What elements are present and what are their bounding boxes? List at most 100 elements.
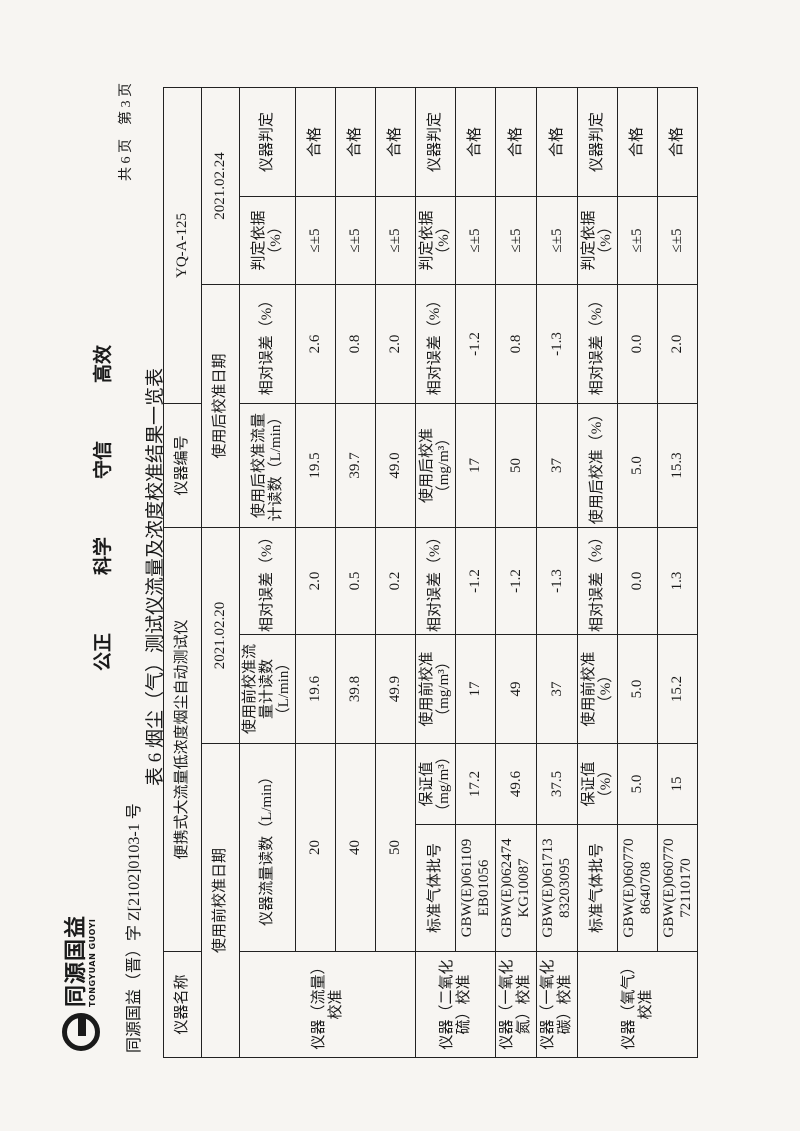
slogan: 公正科学守信高效 — [88, 287, 115, 671]
table-cell: 合格 — [335, 87, 376, 197]
table-row: 20 19.6 2.0 19.5 2.6 ≤±5 合格 — [295, 87, 336, 1057]
table-cell: GBW(E)060770 8640708 — [617, 824, 658, 952]
column-header: 仪器判定 — [239, 87, 296, 197]
logo-cn: 同源国益 — [63, 914, 89, 1007]
table-cell: 15.2 — [657, 634, 698, 744]
table-cell: 37 — [536, 403, 578, 528]
table-cell: 19.6 — [295, 634, 336, 744]
table-row: 仪器（氧气）校准 标准气体批号 保证值（%） 使用前校准（%） 相对误差（%） 使用后校准… — [577, 87, 698, 1058]
instrument-name-label: 仪器名称 — [163, 951, 202, 1058]
table-cell: 0.8 — [495, 284, 537, 404]
logo-en: TONGYUAN GUOYI — [87, 918, 97, 1007]
table-row: 仪器名称 便携式大流量低浓度烟尘自动测试仪 仪器编号 YQ-A-125 — [163, 87, 202, 1058]
table-cell: 1.3 — [657, 527, 698, 635]
table-cell: 37 — [536, 634, 578, 744]
table-row: GBW(E)060770 72110170 15 15.2 1.3 15.3 2.0 ≤±5… — [657, 87, 698, 1057]
post-date: 2021.02.24 — [201, 87, 240, 285]
table-cell: ≤±5 — [295, 196, 336, 285]
table-cell: 17 — [455, 634, 496, 744]
group-label: 仪器（流量）校准 — [239, 951, 416, 1058]
table-row: 仪器（一氧化碳）校准 GBW(E)061713 83203095 37.5 37 -1.… — [536, 87, 578, 1058]
pre-date: 2021.02.20 — [201, 527, 240, 744]
table-cell: -1.3 — [536, 284, 578, 404]
column-header: 相对误差（%） — [577, 284, 618, 404]
table-row: 仪器（二氧化硫）校准 标准气体批号 保证值（mg/m³） 使用前校准（mg/m³） 相对… — [415, 87, 496, 1058]
table-cell: GBW(E)060770 72110170 — [657, 824, 698, 952]
column-header: 判定依据（%） — [239, 196, 296, 285]
table-cell: 0.0 — [617, 284, 658, 404]
slogan-word: 公正 — [92, 632, 114, 671]
table-cell: ≤±5 — [617, 196, 658, 285]
company-logo: 同源国益 TONGYUAN GUOYI — [62, 915, 100, 1051]
table-cell: 40 — [335, 743, 376, 952]
table-row: 40 39.8 0.5 39.7 0.8 ≤±5 合格 — [335, 87, 376, 1057]
instrument-id: YQ-A-125 — [163, 87, 202, 404]
column-header: 判定依据（%） — [577, 196, 618, 285]
page-info: 共 6 页 第 3 页 — [119, 83, 134, 181]
table-row: 仪器（一氧化氮）校准 GBW(E)062474 KG10087 49.6 49 -1.2… — [495, 87, 537, 1058]
post-date-label: 使用后校准日期 — [201, 284, 240, 528]
table-cell: 合格 — [295, 87, 336, 197]
column-header: 仪器判定 — [415, 87, 456, 197]
table-cell: -1.2 — [455, 527, 496, 635]
table-cell: ≤±5 — [335, 196, 376, 285]
table-row: GBW(E)061109 EB01056 17.2 17 -1.2 17 -1.2 ≤±5 合… — [455, 87, 496, 1057]
table-cell: 15 — [657, 743, 698, 825]
column-header: 标准气体批号 — [415, 824, 456, 952]
table-cell: 5.0 — [617, 634, 658, 744]
table-cell: 17 — [455, 403, 496, 528]
column-header: 相对误差（%） — [239, 527, 296, 635]
table-cell: GBW(E)061713 83203095 — [536, 824, 578, 952]
table-cell: 2.0 — [295, 527, 336, 635]
column-header: 使用前校准流量计读数（L/min） — [239, 634, 296, 744]
slogan-word: 高效 — [92, 344, 114, 383]
table-cell: 39.8 — [335, 634, 376, 744]
table-cell: ≤±5 — [455, 196, 496, 285]
table-cell: 0.5 — [335, 527, 376, 635]
table-row: 50 49.9 0.2 49.0 2.0 ≤±5 合格 — [375, 87, 416, 1057]
group-label: 仪器（一氧化碳）校准 — [536, 951, 578, 1058]
calibration-table: 仪器名称 便携式大流量低浓度烟尘自动测试仪 仪器编号 YQ-A-125 使用前校准日期 2… — [163, 87, 698, 1058]
table-cell: 2.0 — [657, 284, 698, 404]
table-cell: 49.9 — [375, 634, 416, 744]
table-cell: 合格 — [495, 87, 537, 197]
table-cell: -1.2 — [455, 284, 496, 404]
table-cell: 39.7 — [335, 403, 376, 528]
table-cell: 合格 — [455, 87, 496, 197]
slogan-word: 守信 — [92, 440, 114, 479]
table-cell: 49.0 — [375, 403, 416, 528]
table-cell: 15.3 — [657, 403, 698, 528]
column-header: 保证值（mg/m³） — [415, 743, 456, 825]
column-header: 使用后校准流量计读数（L/min） — [239, 403, 296, 528]
document-number: 同源国益（晋）字 Z[2102]0103-1 号 — [126, 803, 143, 1053]
table-cell: 合格 — [617, 87, 658, 197]
table-cell: 2.0 — [375, 284, 416, 404]
table-row: 仪器（流量）校准 仪器流量读数（L/min） 使用前校准流量计读数（L/min） 相对… — [239, 87, 416, 1058]
table-row: GBW(E)060770 8640708 5.0 5.0 0.0 5.0 0.0 ≤±5 合格 — [617, 87, 658, 1057]
table-cell: 50 — [495, 403, 537, 528]
column-header: 使用前校准（mg/m³） — [415, 634, 456, 744]
table-cell: 37.5 — [536, 743, 578, 825]
column-header: 相对误差（%） — [415, 284, 456, 404]
table-cell: ≤±5 — [536, 196, 578, 285]
table-cell: GBW(E)062474 KG10087 — [495, 824, 537, 952]
column-header: 使用后校准（%） — [577, 403, 618, 528]
column-header: 相对误差（%） — [415, 527, 456, 635]
column-header: 仪器判定 — [577, 87, 618, 197]
table-cell: 5.0 — [617, 743, 658, 825]
table-row: 使用前校准日期 2021.02.20 使用后校准日期 2021.02.24 — [201, 87, 240, 1058]
table-cell: -1.3 — [536, 527, 578, 635]
instrument-id-label: 仪器编号 — [163, 403, 202, 528]
pre-date-label: 使用前校准日期 — [201, 743, 240, 1058]
table-cell: 合格 — [657, 87, 698, 197]
table-cell: 合格 — [375, 87, 416, 197]
table-cell: -1.2 — [495, 527, 537, 635]
table-cell: ≤±5 — [375, 196, 416, 285]
table-cell: 20 — [295, 743, 336, 952]
instrument-name: 便携式大流量低浓度烟尘自动测试仪 — [163, 527, 202, 952]
table-cell: ≤±5 — [657, 196, 698, 285]
column-header: 仪器流量读数（L/min） — [239, 743, 296, 952]
table-cell: 17.2 — [455, 743, 496, 825]
table-cell: GBW(E)061109 EB01056 — [455, 824, 496, 952]
